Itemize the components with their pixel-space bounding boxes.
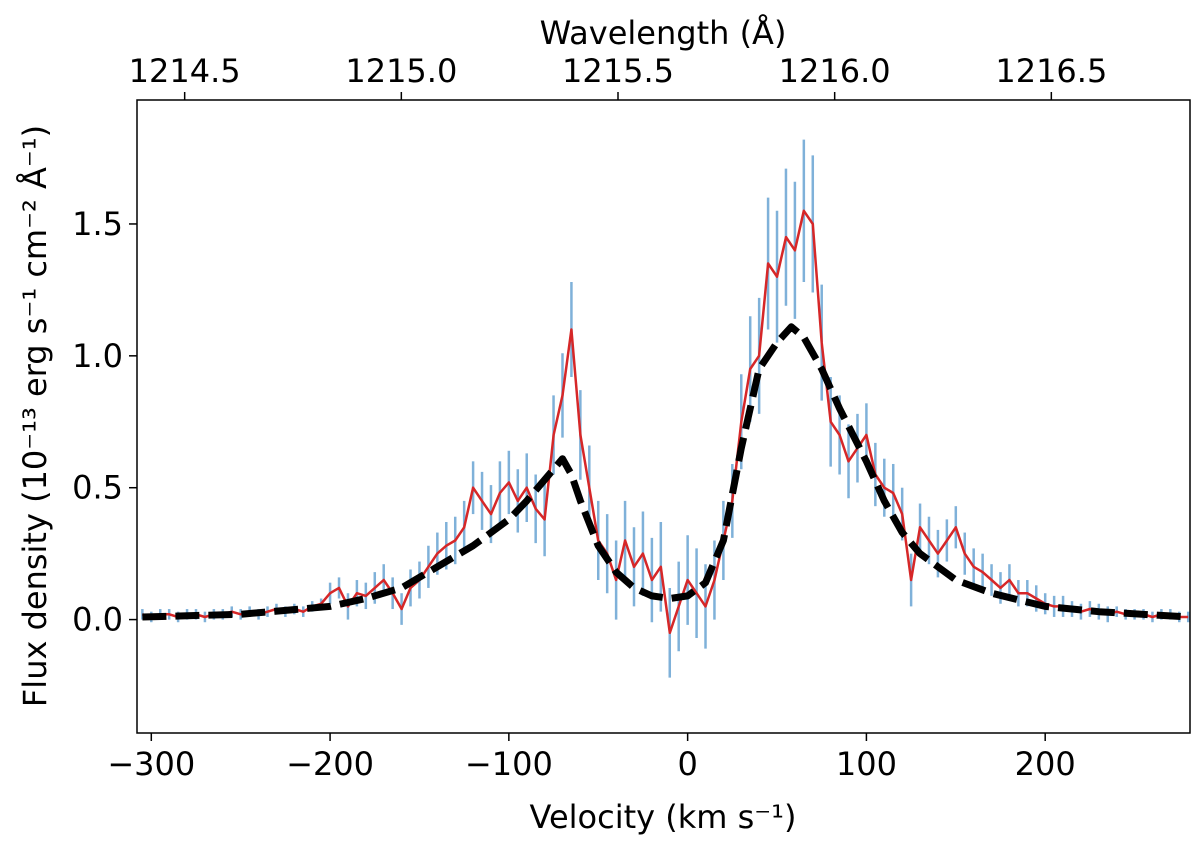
model-line — [142, 323, 1189, 621]
x-tick-label: 0 — [677, 745, 697, 783]
y-tick-label: 1.0 — [72, 337, 123, 375]
y-tick-label: 0.5 — [72, 469, 123, 507]
x-axis-label: Velocity (km s⁻¹) — [530, 798, 797, 836]
data-line — [142, 209, 1189, 635]
x-tick-label: 200 — [1015, 745, 1076, 783]
x-tick-label: −300 — [107, 745, 195, 783]
x-tick-label: −100 — [465, 745, 553, 783]
x-tick-label: −200 — [286, 745, 374, 783]
y-tick-label: 0.0 — [72, 601, 123, 639]
x2-tick-label: 1215.0 — [345, 52, 457, 90]
plot-frame — [136, 99, 1191, 734]
x2-tick-label: 1216.0 — [779, 52, 891, 90]
x-tick-label: 100 — [836, 745, 897, 783]
y-axis-label: Flux density (10⁻¹³ erg s⁻¹ cm⁻² Å⁻¹) — [16, 125, 54, 707]
x2-tick-label: 1215.5 — [562, 52, 674, 90]
x2-tick-label: 1214.5 — [129, 52, 241, 90]
x2-axis-label: Wavelength (Å) — [540, 14, 787, 52]
x2-tick-label: 1216.5 — [995, 52, 1107, 90]
y-tick-label: 1.5 — [72, 205, 123, 243]
